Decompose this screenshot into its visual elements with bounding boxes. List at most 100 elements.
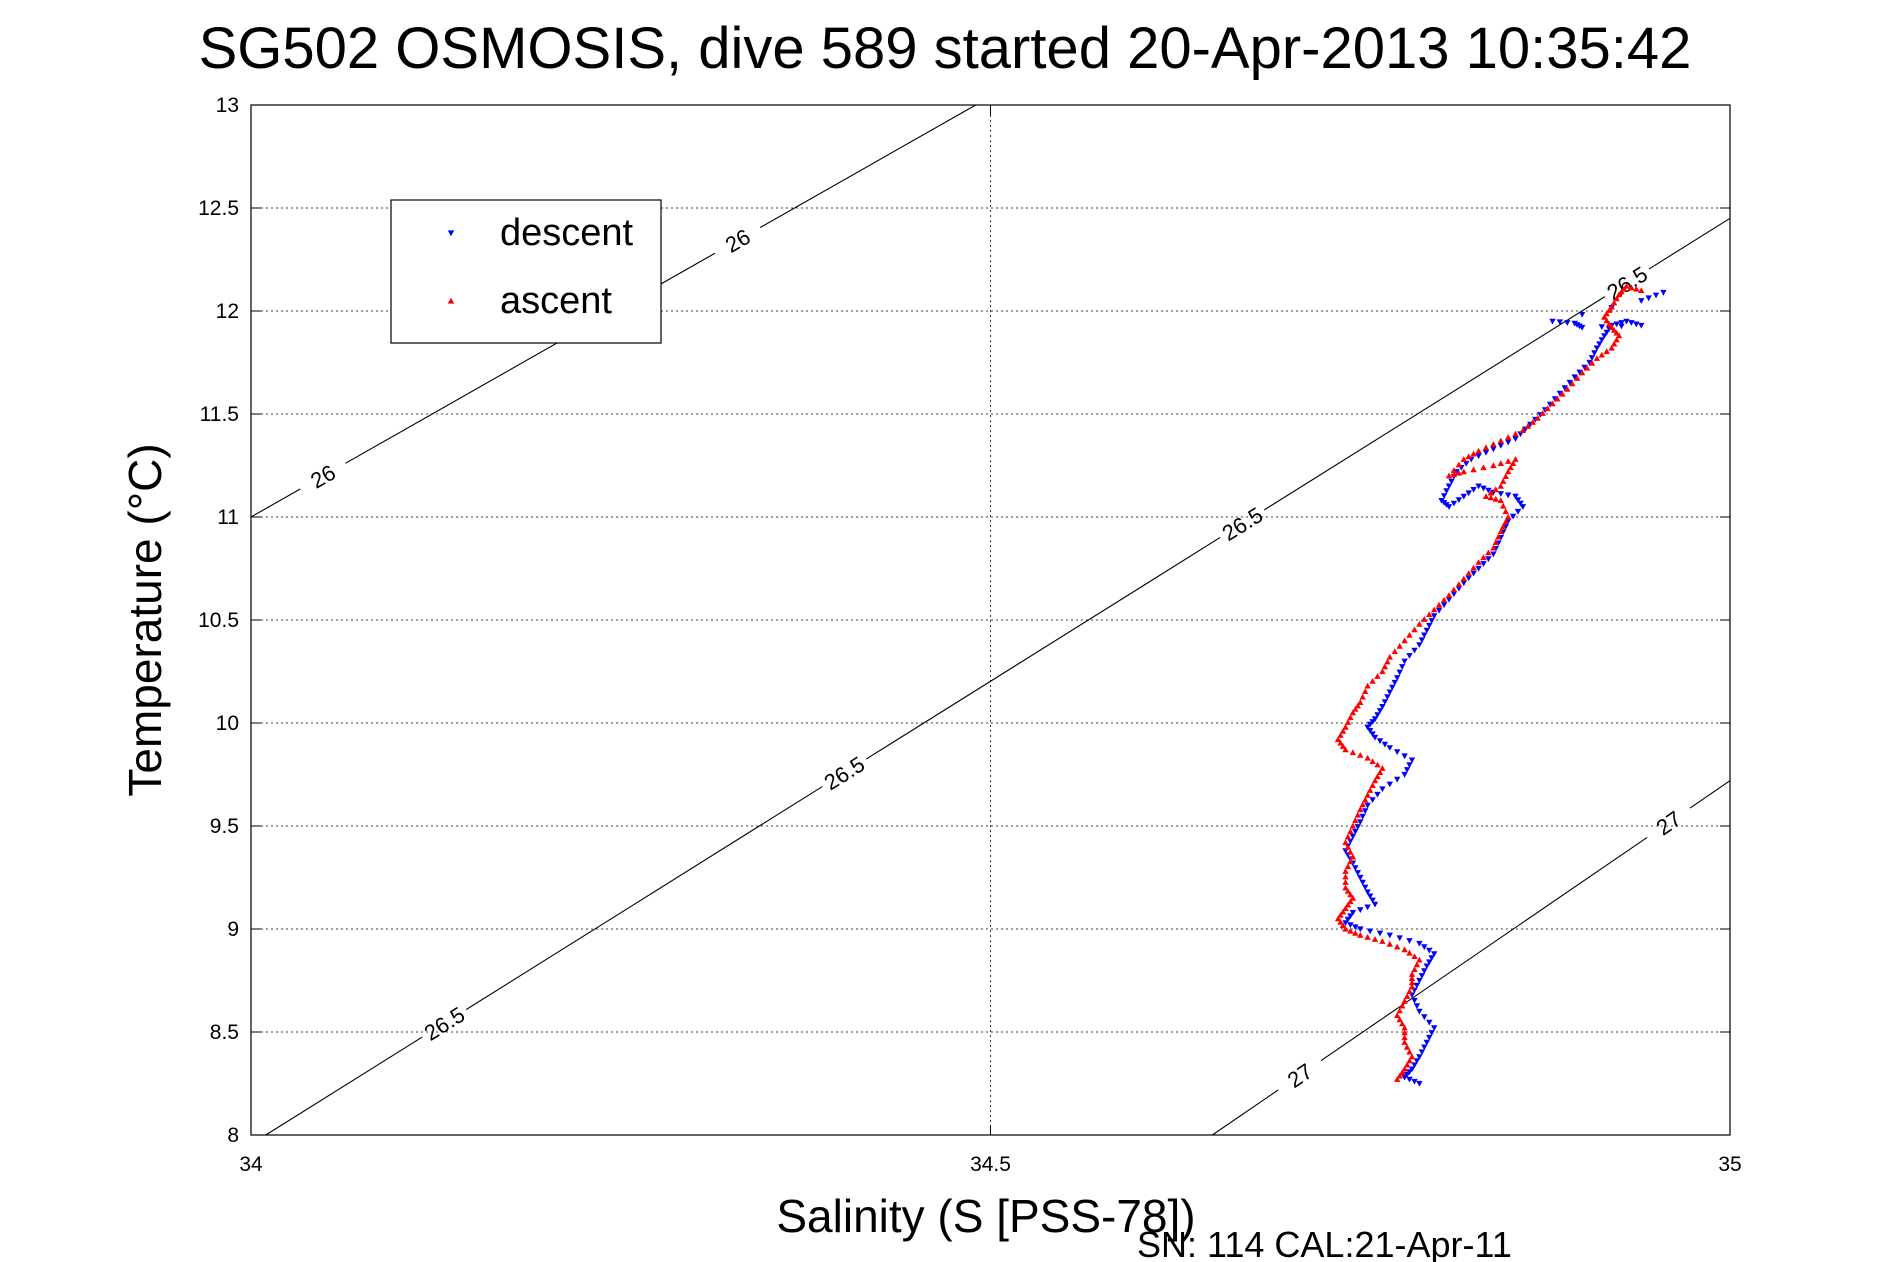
ascent-point	[1379, 938, 1386, 944]
ascent-point	[1539, 410, 1546, 416]
descent-point	[1386, 745, 1393, 751]
series-ascent	[1334, 283, 1645, 1082]
ascent-point	[1403, 1043, 1411, 1050]
descent-point	[1497, 443, 1504, 449]
ascent-point	[1608, 324, 1615, 330]
descent-point	[1586, 359, 1593, 366]
ascent-point	[1357, 932, 1364, 938]
ascent-point	[1482, 444, 1490, 451]
descent-point	[1396, 669, 1403, 676]
descent-point	[1411, 1062, 1418, 1069]
ascent-point	[1502, 473, 1509, 479]
ascent-point	[1492, 486, 1499, 493]
descent-point	[1638, 322, 1645, 329]
ascent-point	[1342, 868, 1349, 874]
ascent-point	[1347, 848, 1354, 855]
ascent-point	[1364, 754, 1371, 761]
descent-point	[1440, 493, 1448, 499]
descent-point	[1406, 1069, 1413, 1075]
descent-point	[1357, 926, 1364, 933]
ascent-point	[1344, 901, 1352, 908]
ascent-point	[1549, 400, 1556, 407]
descent-point	[1475, 565, 1482, 572]
ascent-point	[1374, 761, 1381, 768]
ascent-point	[1497, 528, 1504, 534]
ascent-point	[1334, 736, 1342, 742]
descent-point	[1517, 500, 1524, 507]
ascent-point	[1396, 1016, 1403, 1023]
descent-point	[1652, 292, 1660, 299]
ascent-point	[1384, 658, 1391, 665]
ascent-point	[1337, 739, 1344, 746]
ascent-point	[1411, 966, 1418, 973]
descent-point	[1411, 997, 1418, 1004]
descent-point	[1423, 1039, 1430, 1046]
x-tick-label: 34.5	[970, 1153, 1011, 1176]
ascent-point	[1381, 663, 1389, 670]
ascent-point	[1369, 782, 1376, 788]
ascent-point	[1482, 493, 1490, 499]
ascent-point	[1500, 502, 1507, 509]
legend-marker	[447, 230, 455, 237]
descent-point	[1465, 490, 1472, 497]
ascent-point	[1505, 468, 1512, 475]
ascent-point	[1485, 549, 1492, 556]
contour-line-26.5	[265, 1036, 423, 1136]
ascent-point	[1490, 441, 1497, 447]
descent-point	[1362, 808, 1369, 815]
descent-point	[1423, 963, 1430, 970]
ascent-point	[1354, 702, 1361, 709]
descent-point	[1406, 938, 1413, 944]
descent-point	[1564, 320, 1571, 326]
descent-point	[1423, 627, 1430, 634]
ascent-point	[1480, 464, 1487, 471]
descent-point	[1623, 318, 1630, 325]
ascent-point	[1574, 375, 1581, 381]
ascent-point	[1529, 419, 1536, 425]
ascent-point	[1505, 458, 1512, 464]
ascent-point	[1465, 453, 1472, 460]
descent-point	[1509, 513, 1517, 520]
descent-point	[1364, 904, 1371, 911]
descent-point	[1357, 819, 1364, 826]
ascent-point	[1401, 1034, 1408, 1041]
descent-point	[1505, 439, 1512, 446]
descent-point	[1369, 897, 1376, 904]
ascent-point	[1401, 1065, 1408, 1072]
ascent-point	[1569, 380, 1576, 387]
ascent-point	[1357, 752, 1364, 758]
ascent-point	[1606, 307, 1613, 313]
ascent-point	[1598, 351, 1605, 358]
descent-point	[1366, 728, 1374, 734]
ascent-point	[1344, 833, 1352, 840]
descent-point	[1490, 551, 1497, 558]
descent-point	[1512, 436, 1519, 442]
ascent-point	[1347, 927, 1354, 934]
contour-line-26	[759, 104, 976, 229]
descent-point	[1596, 341, 1603, 348]
descent-point	[1416, 1054, 1423, 1060]
descent-point	[1556, 390, 1564, 397]
descent-point	[1406, 653, 1413, 659]
y-tick-label: 10	[216, 712, 239, 735]
ascent-point	[1394, 943, 1401, 950]
ascent-point	[1349, 749, 1357, 756]
ascent-point	[1369, 758, 1376, 764]
ascent-point	[1342, 839, 1349, 845]
ascent-point	[1628, 284, 1635, 291]
ascent-point	[1401, 1029, 1408, 1036]
descent-point	[1352, 828, 1359, 835]
ascent-point	[1495, 533, 1502, 540]
ascent-point	[1339, 922, 1347, 929]
ascent-point	[1401, 637, 1408, 644]
descent-point	[1519, 504, 1527, 510]
ascent-point	[1610, 340, 1618, 347]
ascent-point	[1500, 523, 1507, 530]
ascent-point	[1470, 564, 1477, 571]
y-tick-label: 9.5	[210, 815, 239, 838]
descent-point	[1376, 738, 1384, 745]
descent-point	[1566, 379, 1573, 386]
descent-point	[1381, 741, 1389, 748]
descent-point	[1403, 767, 1411, 773]
ascent-point	[1426, 611, 1433, 618]
